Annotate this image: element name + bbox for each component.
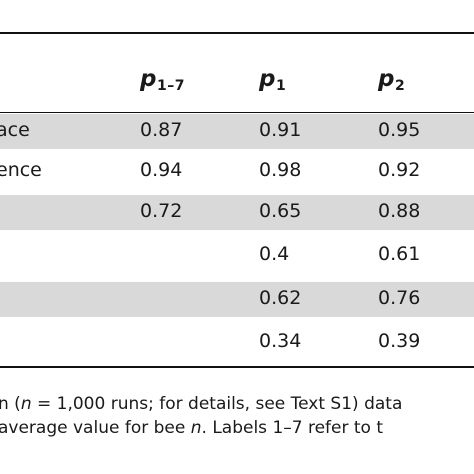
cell-p2: 0.76 — [378, 287, 421, 309]
table-row: ence 0.94 0.98 0.92 — [0, 154, 474, 189]
cell-p2: 0.61 — [378, 243, 421, 265]
cell-p1-7: 0.72 — [140, 200, 183, 222]
header-p2: p2 — [378, 66, 406, 94]
table-header-row: p1–7 p1 p2 — [0, 56, 474, 100]
cell-p1: 0.98 — [259, 159, 302, 181]
cell-p2: 0.92 — [378, 159, 421, 181]
cell-p1-7: 0.87 — [140, 119, 183, 141]
table-row: 0.62 0.76 — [0, 282, 474, 317]
cell-p1: 0.91 — [259, 119, 302, 141]
table-row: ace 0.87 0.91 0.95 — [0, 114, 474, 149]
cell-p2: 0.88 — [378, 200, 421, 222]
table-bottom-rule — [0, 366, 474, 368]
row-label: ace — [0, 119, 30, 141]
cell-p1-7: 0.94 — [140, 159, 183, 181]
row-label: ence — [0, 159, 42, 181]
caption-line-1: n (n = 1,000 runs; for details, see Text… — [0, 394, 403, 414]
table-row: 0.72 0.65 0.88 — [0, 195, 474, 230]
header-p1-7: p1–7 — [140, 66, 185, 94]
header-p1: p1 — [259, 66, 287, 94]
table-row: 0.34 0.39 — [0, 325, 474, 360]
cell-p2: 0.39 — [378, 330, 421, 352]
cell-p2: 0.95 — [378, 119, 421, 141]
table-header-rule — [0, 112, 474, 113]
table-caption: n (n = 1,000 runs; for details, see Text… — [0, 392, 474, 440]
table-row: 0.4 0.61 — [0, 238, 474, 273]
cell-p1: 0.65 — [259, 200, 302, 222]
cell-p1: 0.34 — [259, 330, 302, 352]
cell-p1: 0.62 — [259, 287, 302, 309]
caption-line-2: average value for bee n. Labels 1–7 refe… — [0, 418, 384, 438]
table-top-rule — [0, 32, 474, 34]
cell-p1: 0.4 — [259, 243, 290, 265]
